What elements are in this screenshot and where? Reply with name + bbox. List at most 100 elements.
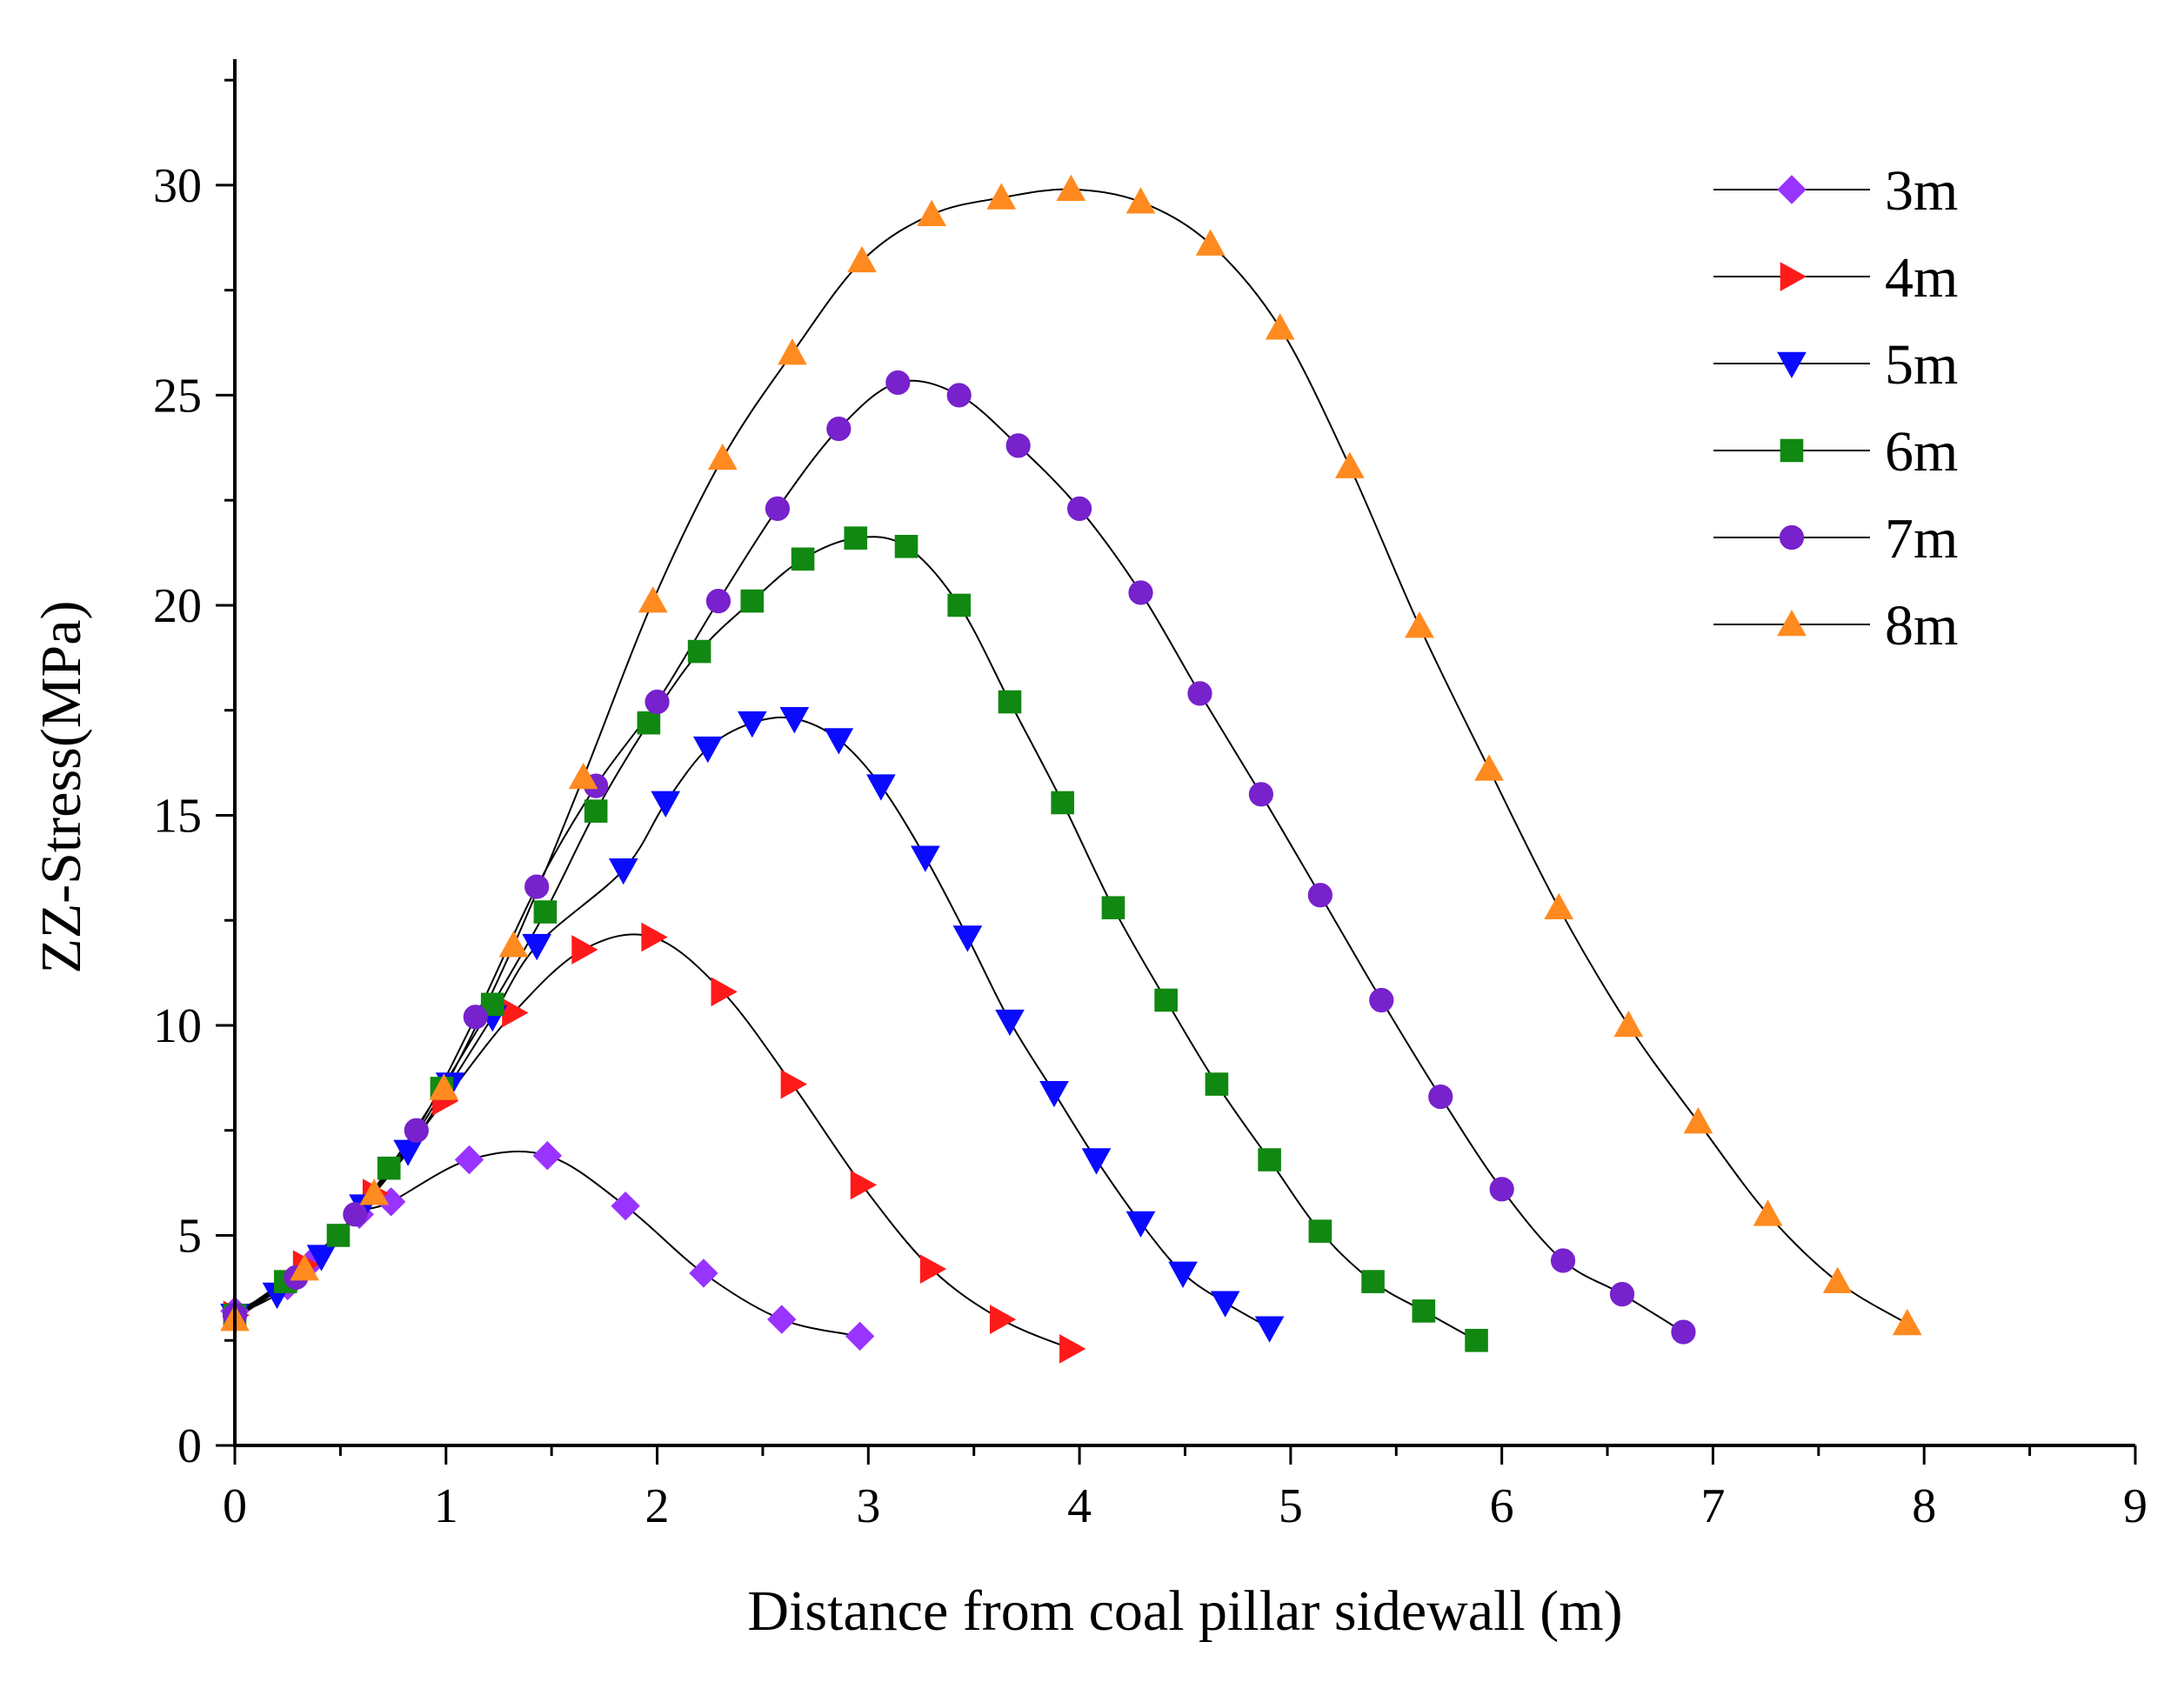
x-tick-label: 1: [434, 1479, 458, 1533]
data-point-7m: [1307, 883, 1332, 908]
data-point-8m: [290, 1254, 319, 1281]
data-point-7m: [1128, 580, 1153, 605]
data-point-7m: [524, 874, 550, 899]
x-tick-label: 7: [1700, 1479, 1725, 1533]
data-point-6m: [791, 547, 815, 571]
data-point-7m: [1005, 433, 1031, 458]
data-point-5m: [1125, 1211, 1156, 1238]
data-point-6m: [740, 589, 765, 613]
data-point-5m: [1168, 1261, 1198, 1288]
data-point-4m: [989, 1305, 1017, 1334]
data-point-8m: [1405, 611, 1434, 638]
data-point-6m: [584, 799, 608, 823]
y-tick-label: 15: [153, 789, 202, 843]
data-point-7m: [705, 589, 731, 614]
data-point-6m: [844, 526, 868, 550]
legend-marker-5m: [1777, 351, 1807, 379]
data-point-8m: [707, 443, 738, 471]
data-point-7m: [645, 689, 670, 715]
data-point-6m: [998, 690, 1022, 714]
legend-label-4m: 4m: [1885, 246, 1958, 310]
x-tick-label: 0: [223, 1479, 247, 1533]
data-point-7m: [885, 370, 911, 396]
legend-label-5m: 5m: [1885, 333, 1958, 397]
data-point-7m: [1187, 681, 1212, 706]
data-point-5m: [1254, 1316, 1285, 1343]
y-tick-label: 20: [153, 579, 202, 633]
data-point-6m: [377, 1156, 401, 1180]
data-point-5m: [306, 1245, 337, 1272]
data-point-8m: [917, 199, 947, 227]
x-tick-label: 2: [645, 1479, 670, 1533]
data-point-8m: [1125, 187, 1156, 214]
x-axis-ticks: 0 1 2 3 4 5 6 7 8 9: [223, 1445, 2147, 1533]
data-point-7m: [765, 496, 791, 521]
data-point-8m: [1753, 1199, 1783, 1226]
data-point-8m: [638, 586, 668, 613]
data-point-5m: [824, 728, 854, 755]
data-point-5m: [779, 707, 810, 734]
data-point-8m: [429, 1073, 459, 1100]
data-point-7m: [1428, 1084, 1453, 1110]
data-point-5m: [1081, 1148, 1112, 1175]
y-axis-ticks: 0 5 10 15 20 25 30: [153, 78, 235, 1473]
data-point-5m: [952, 925, 983, 952]
data-point-5m: [1210, 1291, 1240, 1318]
data-point-7m: [1550, 1248, 1576, 1273]
data-point-8m: [1474, 754, 1504, 781]
data-point-4m: [1059, 1334, 1086, 1364]
data-point-4m: [850, 1170, 878, 1200]
data-point-6m: [687, 639, 711, 664]
data-point-7m: [946, 383, 972, 408]
data-point-7m: [1609, 1282, 1635, 1307]
data-point-5m: [651, 791, 681, 818]
y-tick-label: 25: [153, 369, 202, 423]
legend-marker-7m: [1779, 524, 1805, 551]
data-point-7m: [826, 416, 852, 442]
x-tick-label: 3: [856, 1479, 880, 1533]
legend-marker-3m: [1777, 175, 1807, 204]
y-tick-label: 5: [177, 1209, 202, 1263]
data-point-8m: [1544, 892, 1574, 920]
data-point-8m: [1613, 1010, 1644, 1038]
data-point-6m: [947, 593, 972, 617]
y-tick-label: 0: [177, 1419, 202, 1473]
data-point-5m: [522, 933, 552, 961]
data-point-3m: [689, 1258, 718, 1288]
data-point-8m: [847, 245, 877, 273]
data-point-5m: [1039, 1080, 1069, 1108]
data-point-6m: [326, 1224, 351, 1247]
legend-label-3m: 3m: [1885, 159, 1958, 223]
y-axis-title: ZZ-Stress(MPa): [30, 601, 93, 974]
data-point-6m: [1051, 791, 1074, 815]
data-point-3m: [611, 1191, 640, 1221]
data-point-8m: [359, 1178, 390, 1205]
data-point-3m: [845, 1321, 875, 1352]
data-point-6m: [1258, 1148, 1281, 1171]
x-tick-label: 8: [1912, 1479, 1936, 1533]
legend: 3m 4m 5m 6m 7m 8m: [1713, 159, 1958, 657]
data-point-7m: [1067, 496, 1092, 521]
data-point-4m: [919, 1254, 947, 1284]
data-point-7m: [1671, 1319, 1696, 1345]
data-point-4m: [571, 935, 598, 964]
legend-marker-4m: [1780, 262, 1807, 291]
data-point-7m: [343, 1202, 368, 1227]
data-point-6m: [1205, 1072, 1229, 1096]
data-point-8m: [1195, 229, 1226, 256]
data-point-6m: [1101, 896, 1125, 920]
data-point-6m: [533, 900, 558, 924]
data-point-8m: [1056, 174, 1086, 202]
data-point-5m: [866, 774, 896, 801]
data-point-8m: [1683, 1107, 1713, 1134]
y-tick-label: 10: [153, 999, 202, 1053]
data-point-6m: [1361, 1270, 1385, 1293]
data-point-8m: [1822, 1266, 1853, 1293]
legend-label-8m: 8m: [1885, 594, 1958, 657]
data-point-6m: [1308, 1219, 1332, 1243]
data-point-6m: [1412, 1299, 1436, 1323]
x-tick-label: 9: [2123, 1479, 2147, 1533]
data-point-6m: [637, 711, 661, 735]
